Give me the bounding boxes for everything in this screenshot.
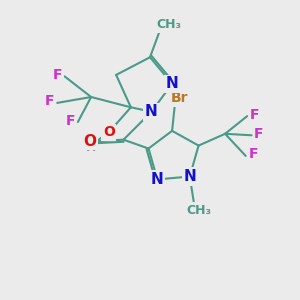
- Text: Br: Br: [171, 92, 188, 106]
- Text: N: N: [145, 104, 158, 119]
- Text: F: F: [52, 68, 62, 82]
- Text: CH₃: CH₃: [157, 18, 181, 32]
- Text: F: F: [66, 114, 75, 128]
- Text: CH₃: CH₃: [186, 204, 211, 217]
- Text: F: F: [248, 147, 258, 161]
- Text: N: N: [151, 172, 164, 187]
- Text: N: N: [183, 169, 196, 184]
- Text: O: O: [83, 134, 96, 149]
- Text: O: O: [103, 125, 115, 139]
- Text: F: F: [45, 94, 55, 108]
- Text: N: N: [166, 76, 178, 91]
- Text: H: H: [86, 141, 96, 154]
- Text: F: F: [254, 127, 264, 141]
- Text: F: F: [250, 108, 259, 122]
